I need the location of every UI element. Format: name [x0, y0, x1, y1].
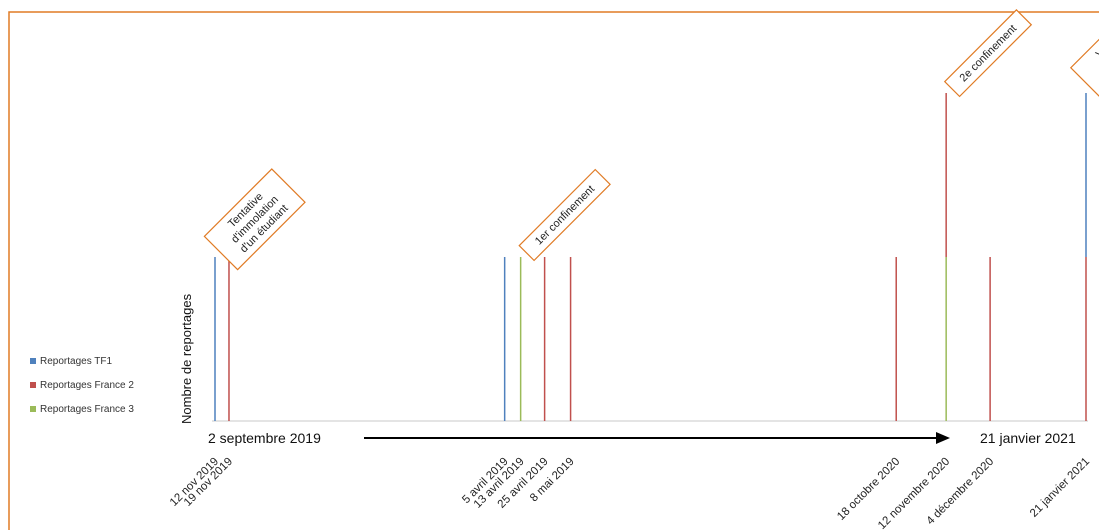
annotation-line-3-0: Visite E. Macron à — [1094, 0, 1099, 60]
legend-label-f3: Reportages France 3 — [40, 404, 134, 415]
time-arrow-head — [936, 432, 950, 444]
legend-label-tf1: Reportages TF1 — [40, 356, 113, 367]
annotation-1: 1er confinement — [518, 168, 611, 262]
annotation-line-1-0: 1er confinement — [533, 183, 597, 247]
annotation-3: Visite E. Macron àUniv. Paris-Sarclay /a… — [1069, 0, 1099, 112]
annotation-2: 2e confinement — [943, 9, 1033, 98]
legend-label-f2: Reportages France 2 — [40, 380, 134, 391]
legend-swatch-tf1 — [30, 358, 36, 364]
tick-label-9: 21 janvier 2021 — [1028, 456, 1092, 520]
chart-border — [8, 11, 1099, 530]
annotation-box-3 — [1069, 0, 1099, 112]
legend-swatch-f3 — [30, 406, 36, 412]
axis-start-label: 2 septembre 2019 — [208, 430, 321, 446]
legend-swatch-f2 — [30, 382, 36, 388]
y-axis-label: Nombre de reportages — [179, 293, 194, 424]
annotation-box-0 — [203, 168, 306, 271]
axis-end-label: 21 janvier 2021 — [980, 430, 1076, 446]
annotation-box-1 — [518, 168, 611, 262]
annotation-box-2 — [943, 9, 1033, 98]
annotation-line-2-0: 2e confinement — [958, 23, 1020, 85]
legend: Reportages TF1 Reportages France 2 Reporta… — [30, 356, 134, 415]
